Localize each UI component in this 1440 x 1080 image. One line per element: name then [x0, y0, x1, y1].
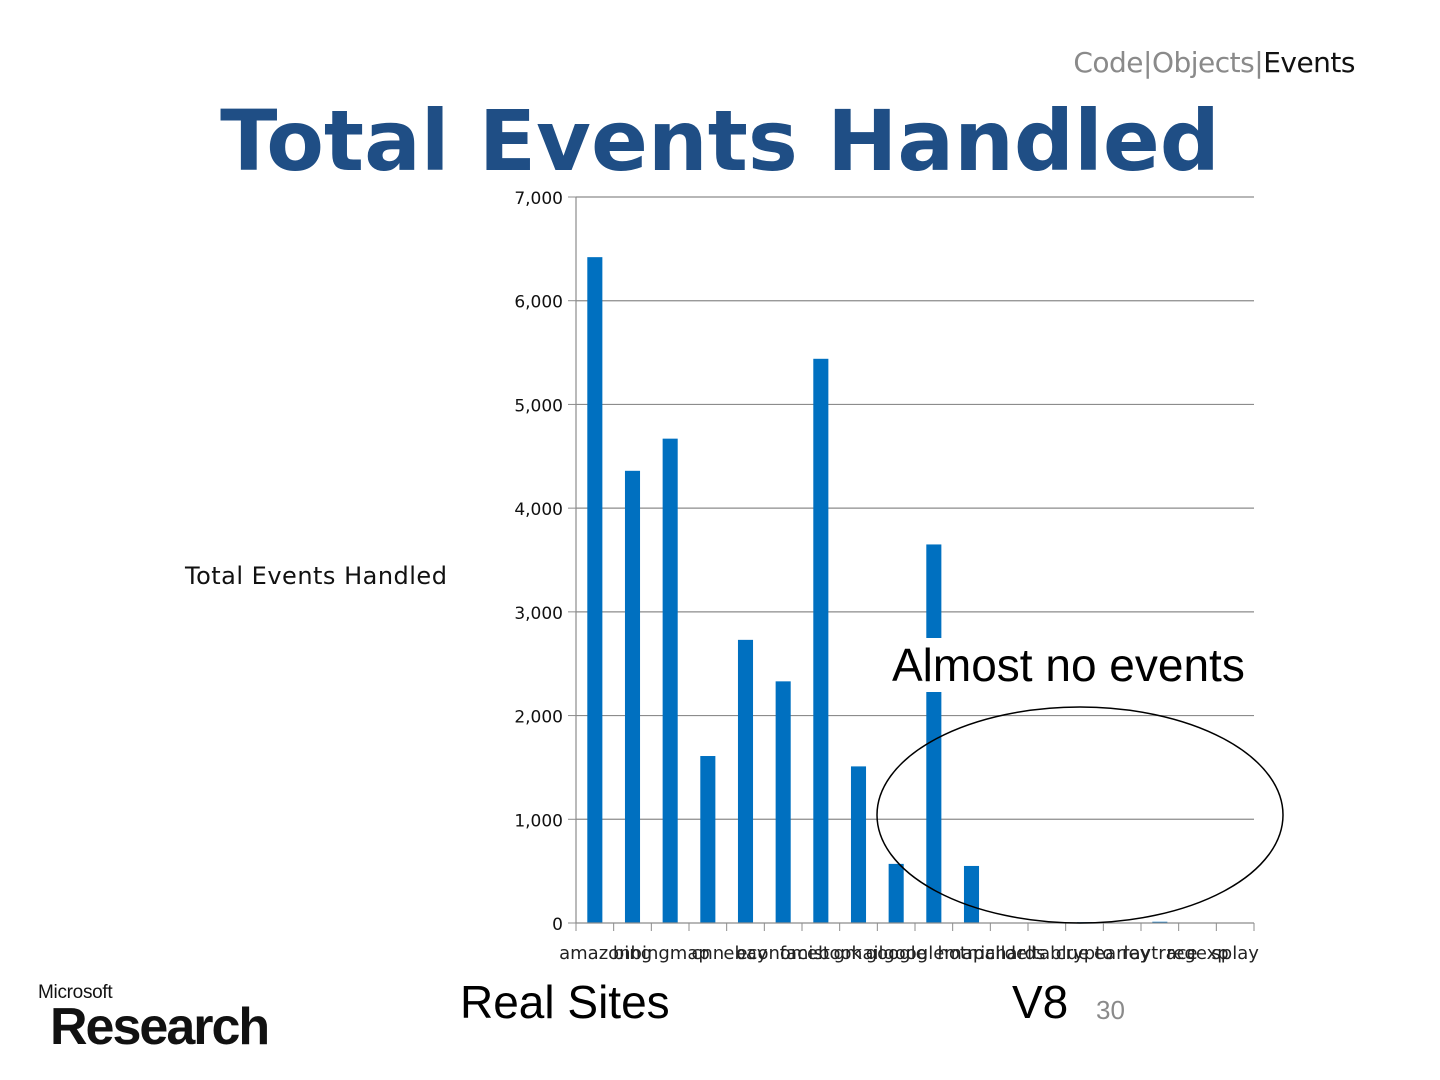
x-tick-label: richards: [973, 943, 1046, 964]
v8-label: V8: [1012, 976, 1069, 1028]
bar-ebay: [737, 639, 754, 923]
x-tick-label: facebook: [780, 943, 863, 964]
y-tick-label: 7,000: [514, 189, 563, 209]
slide-title: Total Events Handled: [220, 92, 1220, 190]
y-tick-label: 3,000: [514, 604, 563, 624]
x-tick-label: ebay: [723, 943, 768, 964]
x-tick-label: google: [866, 943, 927, 964]
bar-gmail: [850, 766, 867, 923]
bar-bingmap: [662, 438, 678, 923]
x-tick-label: amazon: [559, 943, 630, 964]
x-tick-label: crypto: [1056, 943, 1113, 964]
x-tick-label: gmail: [834, 943, 884, 964]
x-tick-label: economist: [736, 943, 829, 964]
breadcrumb-code: Code: [1073, 46, 1144, 79]
breadcrumb-events: Events: [1263, 46, 1355, 79]
logo-research: Research: [50, 998, 270, 1056]
bar-amazon: [587, 257, 603, 923]
x-tick-label: regexp: [1166, 943, 1228, 964]
breadcrumb-separator: |: [1254, 46, 1264, 79]
bar-economist: [775, 681, 791, 923]
logo-microsoft: Microsoft: [38, 982, 113, 1003]
callout-ellipse: [876, 706, 1284, 924]
bar-bing: [624, 470, 641, 923]
y-tick-label: 0: [552, 915, 563, 935]
bar-googlemap: [926, 544, 942, 923]
x-tick-label: googlemap: [883, 943, 984, 964]
y-axis-title: Total Events Handled: [185, 562, 448, 590]
y-tick-label: 4,000: [514, 500, 563, 520]
bar-cnn: [700, 756, 716, 923]
callout-text: Almost no events: [890, 638, 1247, 692]
x-tick-label: deltablue: [1005, 943, 1090, 964]
x-tick-label: bing: [613, 943, 652, 964]
x-tick-label: hotmail: [937, 943, 1005, 964]
bar-raytrace: [1152, 921, 1168, 923]
x-tick-label: splay: [1211, 943, 1259, 964]
page-number: 30: [1096, 995, 1125, 1025]
x-tick-label: bingmap: [631, 943, 710, 964]
y-tick-label: 1,000: [514, 811, 563, 831]
microsoft-research-logo: Microsoft Research: [38, 982, 270, 1056]
real-sites-label: Real Sites: [460, 976, 670, 1028]
bar-facebook: [813, 358, 829, 923]
breadcrumb-objects: Objects: [1151, 46, 1255, 79]
bar-hotmail: [963, 865, 980, 923]
bar-google: [888, 863, 904, 923]
x-tick-label: cnn: [691, 943, 724, 964]
breadcrumb-separator: |: [1143, 46, 1152, 79]
breadcrumb: Code|Objects|Events: [1073, 46, 1355, 79]
x-tick-label: earley: [1094, 943, 1151, 964]
y-tick-label: 6,000: [514, 293, 563, 313]
y-tick-label: 2,000: [514, 708, 563, 728]
y-tick-label: 5,000: [514, 396, 563, 416]
x-tick-label: raytrace: [1122, 943, 1198, 964]
